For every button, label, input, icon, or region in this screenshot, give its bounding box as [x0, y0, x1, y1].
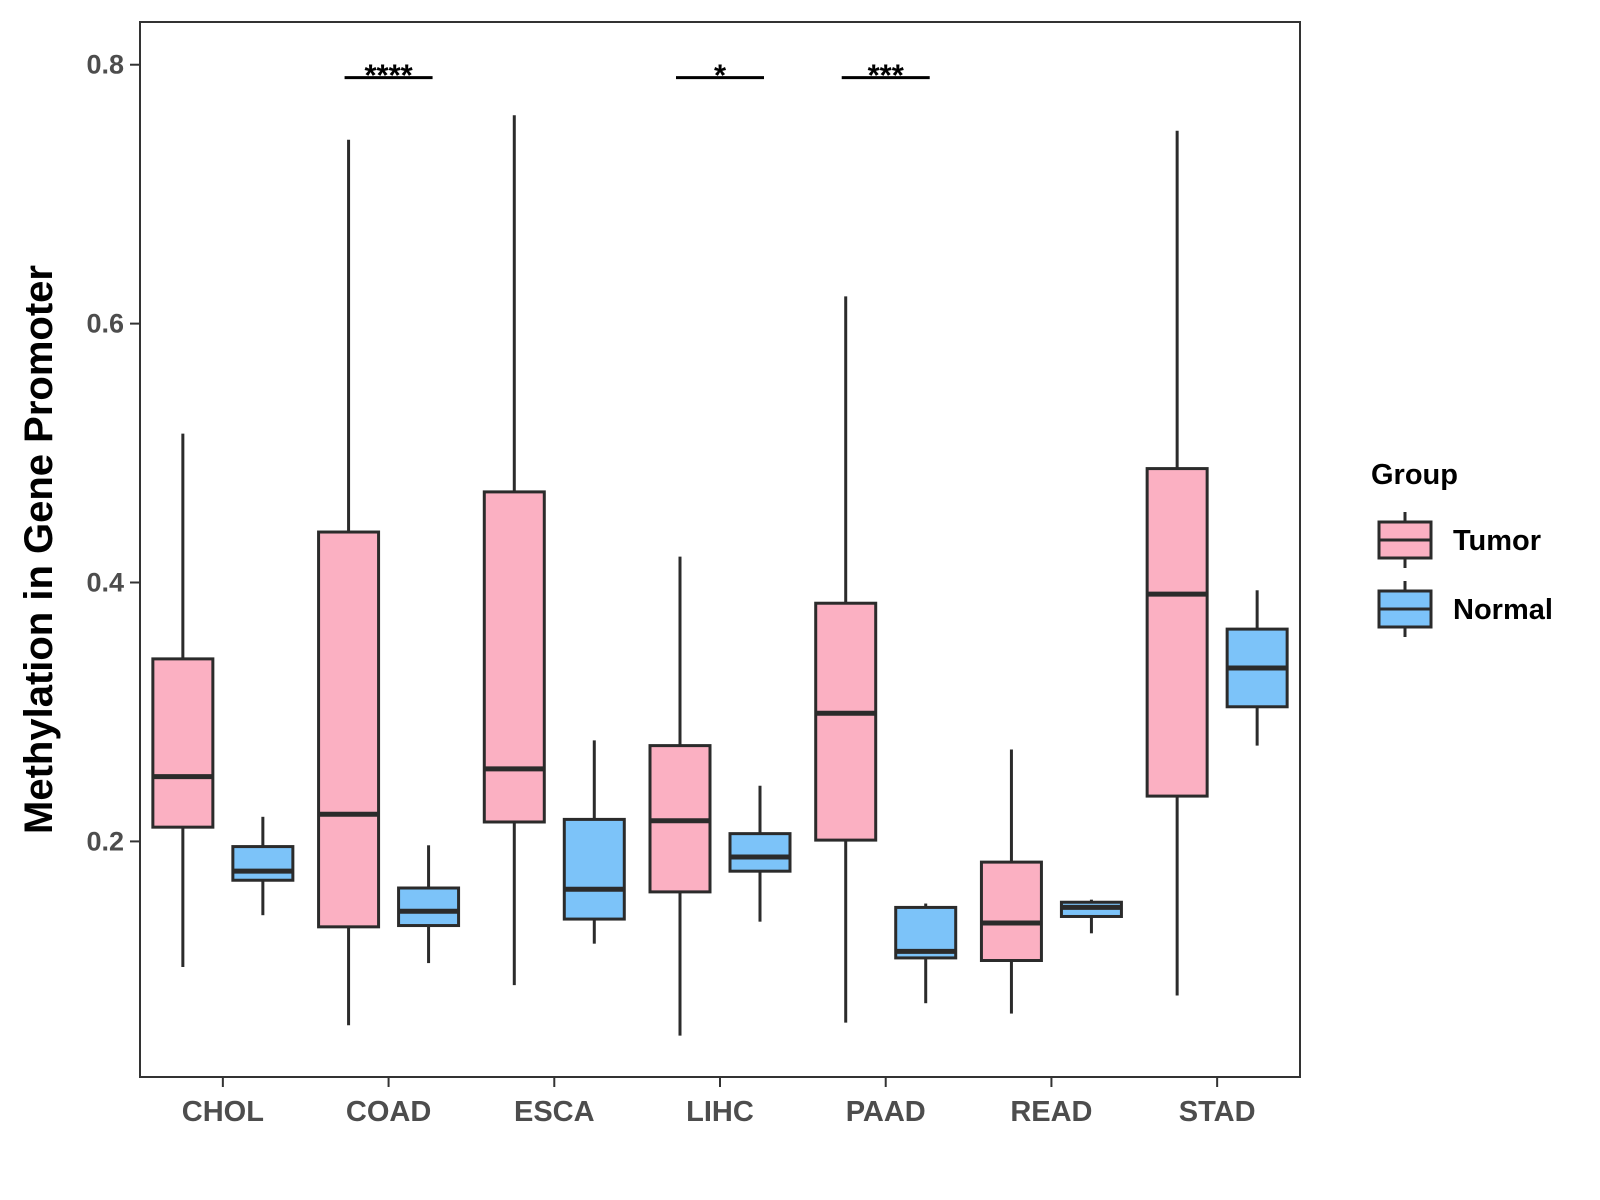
box-tumor-chol [151, 433, 215, 967]
iqr-box [397, 886, 461, 928]
box-normal-coad [397, 845, 461, 964]
box-normal-paad [894, 903, 958, 1004]
x-axis: CHOL COAD ESCA LIHC PAAD READ STAD [182, 1077, 1256, 1128]
x-tick-label-esca: ESCA [514, 1096, 595, 1128]
iqr-box [979, 860, 1043, 962]
legend-label-normal: Normal [1453, 594, 1553, 626]
box-tumor-paad [814, 296, 878, 1023]
box-tumor-stad [1145, 130, 1209, 996]
legend-key-normal [1377, 581, 1433, 637]
x-tick-label-chol: CHOL [182, 1096, 264, 1128]
iqr-box [317, 530, 381, 929]
significance-label: **** [364, 58, 413, 93]
iqr-box [1145, 467, 1209, 798]
x-tick-label-read: READ [1010, 1096, 1092, 1128]
box-tumor-read [979, 749, 1043, 1014]
box-tumor-coad [317, 139, 381, 1026]
x-tick-label-stad: STAD [1179, 1096, 1256, 1128]
iqr-box [814, 601, 878, 842]
box-normal-chol [231, 816, 295, 916]
box-normal-lihc [728, 785, 792, 922]
significance-layer: **** * *** [344, 58, 930, 93]
box-normal-esca [562, 740, 626, 944]
y-axis-title: Methylation in Gene Promoter [17, 265, 61, 834]
legend: Group Tumor Normal [1371, 459, 1553, 637]
y-tick-label: 0.6 [86, 309, 124, 339]
y-tick-label: 0.4 [86, 568, 124, 598]
significance-label: * [714, 58, 727, 93]
iqr-box [231, 845, 295, 882]
iqr-box [482, 490, 546, 824]
iqr-box [562, 817, 626, 921]
significance-label: *** [868, 58, 905, 93]
boxes-layer [151, 115, 1289, 1036]
x-tick-label-lihc: LIHC [686, 1096, 754, 1128]
box-normal-stad [1225, 590, 1289, 746]
legend-title: Group [1371, 459, 1458, 491]
y-tick-label: 0.8 [86, 50, 124, 80]
box-normal-read [1059, 899, 1123, 934]
box-tumor-lihc [648, 556, 712, 1036]
iqr-box [728, 832, 792, 873]
iqr-box [151, 657, 215, 829]
y-axis: 0.2 0.4 0.6 0.8 [86, 50, 140, 856]
x-tick-label-paad: PAAD [846, 1096, 926, 1128]
plot-panel [139, 21, 1301, 1078]
legend-key-tumor [1377, 512, 1433, 568]
y-tick-label: 0.2 [86, 826, 124, 856]
x-tick-label-coad: COAD [346, 1096, 431, 1128]
legend-label-tumor: Tumor [1453, 525, 1541, 557]
box-tumor-esca [482, 115, 546, 986]
